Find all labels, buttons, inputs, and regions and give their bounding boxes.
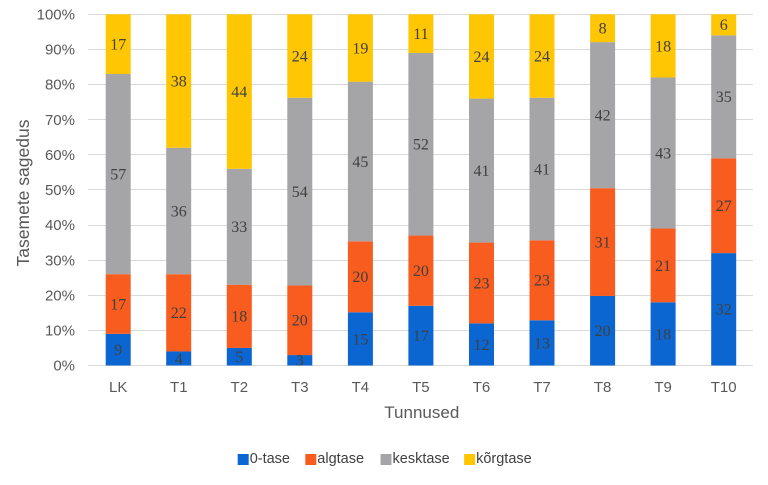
svg-text:T1: T1 (170, 379, 188, 396)
svg-text:100%: 100% (37, 7, 75, 24)
svg-text:23: 23 (474, 275, 490, 292)
svg-text:20%: 20% (45, 288, 75, 305)
svg-text:90%: 90% (45, 42, 75, 59)
svg-text:41: 41 (534, 161, 550, 178)
svg-text:0%: 0% (53, 358, 75, 375)
svg-text:3: 3 (296, 353, 304, 370)
svg-text:17: 17 (110, 37, 126, 54)
svg-text:20: 20 (595, 323, 611, 340)
svg-text:20: 20 (413, 263, 429, 280)
svg-text:18: 18 (655, 38, 671, 55)
svg-text:40%: 40% (45, 217, 75, 234)
svg-text:30%: 30% (45, 252, 75, 269)
svg-text:21: 21 (655, 258, 671, 275)
svg-text:42: 42 (595, 108, 611, 125)
svg-text:52: 52 (413, 137, 429, 154)
svg-text:22: 22 (171, 305, 187, 322)
svg-text:44: 44 (231, 84, 247, 101)
svg-text:20: 20 (352, 269, 368, 286)
svg-text:20: 20 (292, 313, 308, 330)
svg-text:60%: 60% (45, 147, 75, 164)
svg-text:8: 8 (599, 21, 607, 38)
svg-text:70%: 70% (45, 112, 75, 129)
svg-text:LK: LK (109, 379, 127, 396)
svg-text:T4: T4 (352, 379, 370, 396)
svg-text:17: 17 (413, 328, 429, 345)
svg-text:T3: T3 (291, 379, 309, 396)
svg-text:27: 27 (716, 198, 732, 215)
svg-text:6: 6 (720, 17, 728, 34)
svg-text:41: 41 (474, 163, 490, 180)
svg-text:12: 12 (474, 337, 490, 354)
svg-text:80%: 80% (45, 77, 75, 94)
svg-text:54: 54 (292, 184, 308, 201)
svg-text:13: 13 (534, 335, 550, 352)
svg-text:10%: 10% (45, 323, 75, 340)
svg-text:algtase: algtase (317, 451, 364, 467)
svg-text:4: 4 (175, 351, 183, 368)
svg-text:5: 5 (235, 349, 243, 366)
svg-text:9: 9 (114, 342, 122, 359)
svg-text:24: 24 (474, 49, 490, 66)
svg-text:43: 43 (655, 145, 671, 162)
svg-text:45: 45 (352, 154, 368, 171)
svg-text:T10: T10 (711, 379, 737, 396)
svg-text:35: 35 (716, 89, 732, 106)
svg-text:23: 23 (534, 273, 550, 290)
svg-text:kesktase: kesktase (393, 451, 450, 467)
svg-text:Tunnused: Tunnused (384, 403, 459, 422)
svg-text:kõrgtase: kõrgtase (476, 451, 532, 467)
svg-text:18: 18 (655, 326, 671, 343)
svg-text:24: 24 (534, 48, 550, 65)
svg-text:T7: T7 (533, 379, 551, 396)
svg-text:T9: T9 (654, 379, 672, 396)
svg-text:0-tase: 0-tase (250, 451, 290, 467)
svg-text:11: 11 (413, 26, 428, 43)
svg-text:38: 38 (171, 73, 187, 90)
svg-text:T5: T5 (412, 379, 430, 396)
svg-text:T2: T2 (231, 379, 249, 396)
svg-text:32: 32 (716, 302, 732, 319)
svg-text:31: 31 (595, 235, 611, 252)
svg-text:15: 15 (352, 331, 368, 348)
svg-text:57: 57 (110, 167, 126, 184)
svg-text:33: 33 (231, 219, 247, 236)
svg-text:T8: T8 (594, 379, 612, 396)
svg-text:36: 36 (171, 203, 187, 220)
svg-text:24: 24 (292, 48, 308, 65)
svg-text:T6: T6 (473, 379, 491, 396)
svg-text:18: 18 (231, 309, 247, 326)
svg-text:19: 19 (352, 40, 368, 57)
svg-text:Tasemete sagedus: Tasemete sagedus (13, 119, 33, 266)
svg-text:50%: 50% (45, 182, 75, 199)
svg-text:17: 17 (110, 296, 126, 313)
